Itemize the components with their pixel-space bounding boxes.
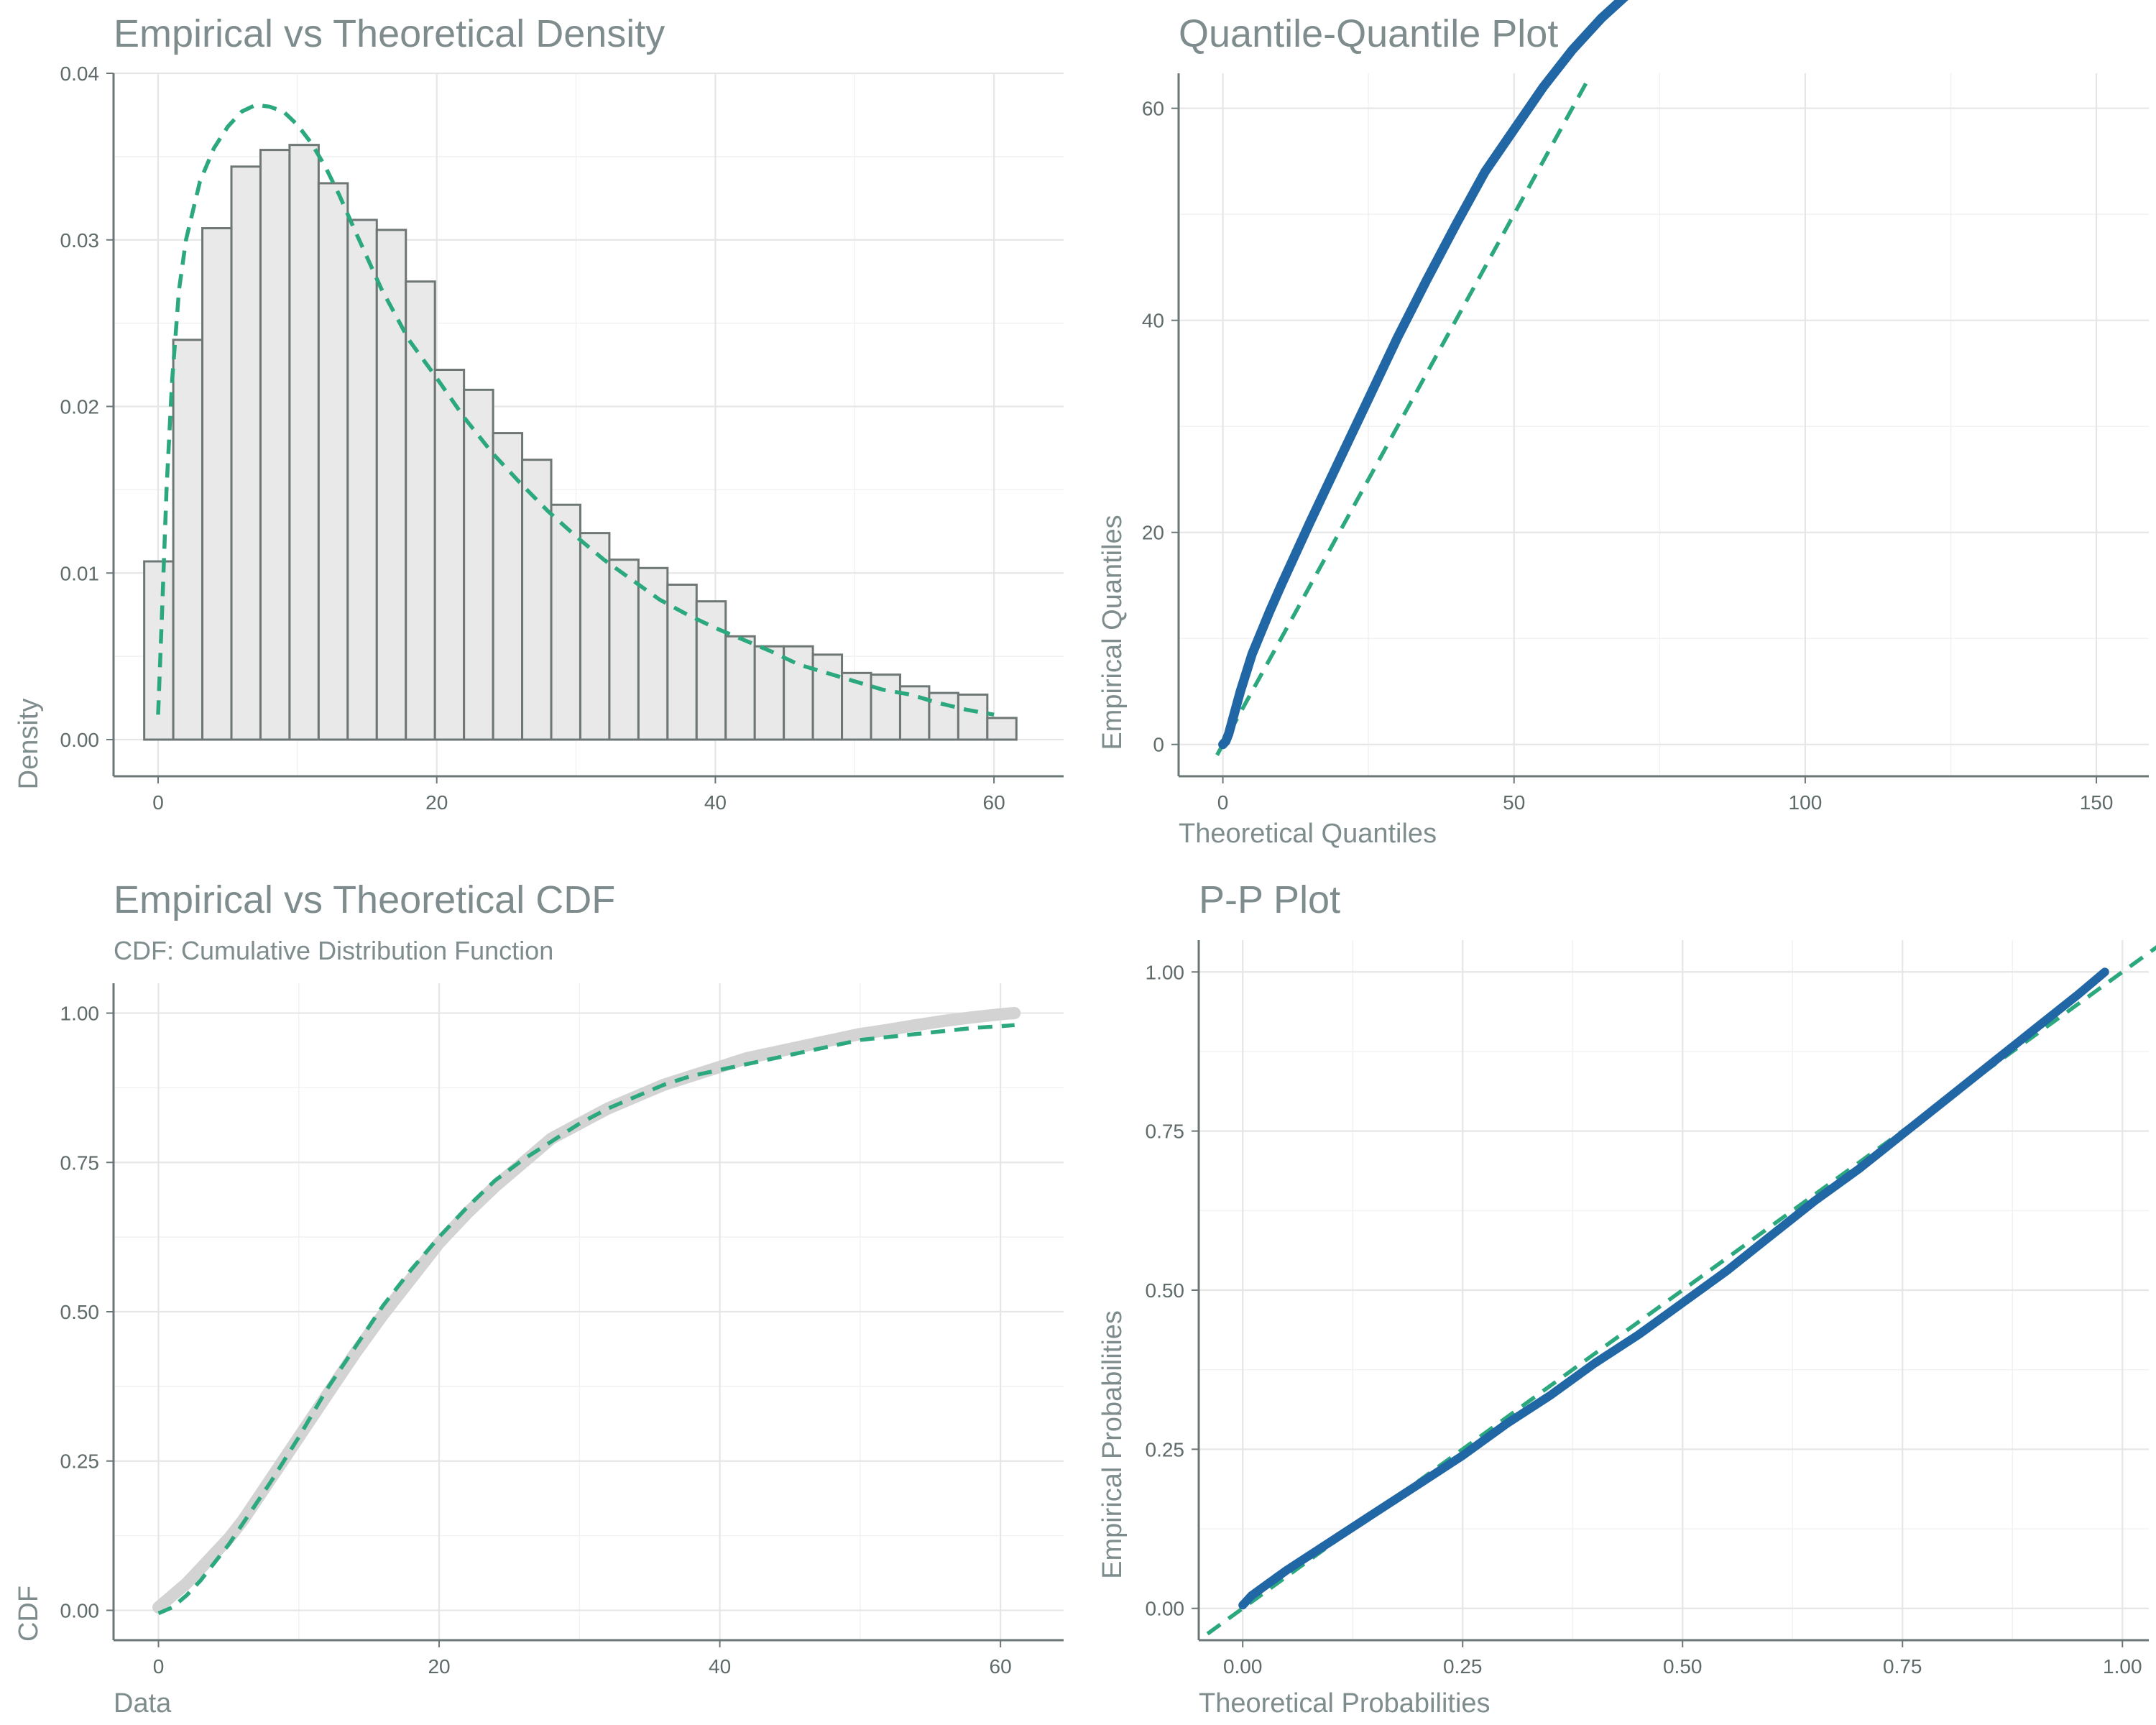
density-y-axis-title: Density [14, 699, 44, 790]
histogram-bar [172, 339, 204, 741]
pp-empirical-curve [1238, 967, 2109, 1610]
histogram-bar [230, 165, 262, 741]
pp-title: P-P Plot [1199, 878, 1340, 921]
y-tick-label: 1.00 [1146, 961, 1185, 983]
x-tick-label: 150 [2080, 791, 2114, 814]
histogram-bar [608, 558, 640, 741]
cdf-title: Empirical vs Theoretical CDF [114, 878, 615, 921]
x-tick-label: 20 [428, 1655, 450, 1678]
qq-title: Quantile-Quantile Plot [1179, 12, 1558, 55]
x-tick-label: 60 [983, 791, 1005, 814]
histogram-bar [928, 691, 959, 741]
x-tick-label: 40 [704, 791, 727, 814]
x-tick-label: 1.00 [2103, 1655, 2142, 1678]
y-tick-label: 0.04 [60, 63, 100, 85]
histogram-bar [346, 218, 378, 741]
histogram-bar [579, 532, 611, 741]
qq-y-axis-title: Empirical Quantiles [1097, 515, 1128, 750]
y-tick-label: 0.75 [60, 1151, 100, 1174]
density-theoretical-curve [156, 103, 995, 717]
histogram-bar [870, 673, 901, 741]
cdf-axes: 0 20 40 60 0.00 0.25 0.50 0.75 1.00 [60, 983, 1064, 1678]
x-tick-label: 50 [1503, 791, 1525, 814]
y-tick-label: 0.03 [60, 229, 100, 252]
y-tick-label: 0.00 [1146, 1598, 1185, 1620]
pp-x-axis-title: Theoretical Probabilities [1199, 1688, 1491, 1719]
histogram-bar [521, 459, 553, 741]
x-tick-label: 0.25 [1443, 1655, 1483, 1678]
y-tick-label: 0.00 [60, 729, 100, 751]
x-tick-label: 0 [153, 1655, 165, 1678]
y-tick-label: 1.00 [60, 1003, 100, 1025]
qq-gridlines [1179, 73, 2149, 776]
y-tick-label: 40 [1142, 310, 1164, 332]
histogram-bar [492, 432, 524, 741]
histogram-bar [957, 693, 989, 741]
x-tick-label: 0 [1217, 791, 1229, 814]
cdf-x-axis-title: Data [114, 1688, 172, 1719]
histogram-bar [375, 229, 407, 741]
pp-panel: P-P Plot 0.00 0.25 0.50 0.75 1.00 0.00 0.25 0.5… [1097, 878, 2156, 1719]
qq-x-axis-title: Theoretical Quantiles [1179, 819, 1437, 849]
y-tick-label: 0.75 [1146, 1121, 1185, 1143]
cdf-theoretical-curve [157, 1023, 1015, 1616]
x-tick-label: 20 [425, 791, 448, 814]
qq-reference-line [1215, 79, 1590, 756]
histogram-bar [666, 583, 698, 741]
density-panel: Empirical vs Theoretical Density 0 20 40 60… [14, 12, 1064, 814]
y-tick-label: 0.01 [60, 562, 100, 584]
density-histogram [143, 144, 1018, 741]
density-axes: 0 20 40 60 0.00 0.01 0.02 0.03 0.04 [60, 63, 1064, 814]
x-tick-label: 0 [152, 791, 164, 814]
qq-axes: 0 50 100 150 0 20 40 60 [1142, 73, 2149, 814]
y-tick-label: 0.00 [60, 1599, 100, 1622]
x-tick-label: 0.00 [1223, 1655, 1263, 1678]
cdf-panel: Empirical vs Theoretical CDF CDF: Cumula… [14, 878, 1064, 1719]
y-tick-label: 0.25 [1146, 1438, 1185, 1460]
histogram-bar [463, 388, 494, 741]
x-tick-label: 0.75 [1883, 1655, 1922, 1678]
cdf-empirical-curve [152, 1007, 1021, 1614]
cdf-y-axis-title: CDF [14, 1586, 44, 1642]
y-tick-label: 0 [1153, 734, 1164, 756]
pp-y-axis-title: Empirical Probabilities [1097, 1310, 1128, 1579]
y-tick-label: 0.50 [1146, 1279, 1185, 1302]
pp-gridlines [1199, 940, 2149, 1640]
y-tick-label: 0.02 [60, 396, 100, 418]
histogram-bar [433, 369, 466, 741]
histogram-bar [986, 717, 1018, 741]
qq-empirical-curve [1218, 0, 1628, 750]
pp-axes: 0.00 0.25 0.50 0.75 1.00 0.00 0.25 0.50 0.75 1.00 [1146, 940, 2149, 1678]
qq-panel: Quantile-Quantile Plot 0 50 100 1500204060 … [1097, 0, 2149, 849]
cdf-gridlines [114, 983, 1064, 1640]
y-tick-label: 0.25 [60, 1450, 100, 1473]
x-tick-label: 60 [990, 1655, 1012, 1678]
histogram-bar [724, 635, 756, 741]
y-tick-label: 60 [1142, 98, 1164, 120]
x-tick-label: 100 [1789, 791, 1823, 814]
histogram-bar [288, 144, 320, 741]
y-tick-label: 20 [1142, 522, 1164, 544]
histogram-bar [317, 182, 349, 741]
x-tick-label: 0.50 [1663, 1655, 1703, 1678]
cdf-subtitle: CDF: Cumulative Distribution Function [114, 936, 553, 965]
density-title: Empirical vs Theoretical Density [114, 12, 665, 55]
histogram-bar [550, 503, 581, 741]
x-tick-label: 40 [709, 1655, 731, 1678]
histogram-bar [637, 566, 669, 741]
histogram-bar [201, 227, 233, 741]
y-tick-label: 0.50 [60, 1301, 100, 1323]
histogram-bar [753, 645, 786, 741]
histogram-bar [811, 653, 844, 741]
histogram-bar [259, 149, 291, 741]
histogram-bar [405, 280, 436, 741]
